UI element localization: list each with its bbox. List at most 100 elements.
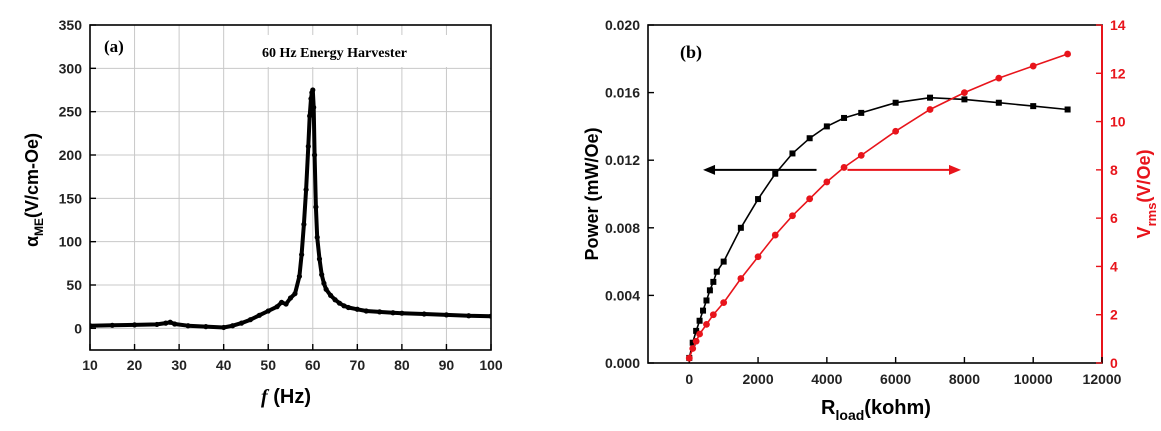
- panel-a-data-point: [90, 323, 93, 329]
- panel-a-data-point: [305, 143, 311, 149]
- panel-a-data-point: [313, 204, 319, 210]
- panel-a-data-point: [109, 322, 115, 328]
- panel-a-data-point: [274, 304, 280, 310]
- panel-a-data-point: [314, 234, 320, 240]
- panel-a-x-tick-label: 100: [479, 357, 503, 373]
- panel-b-left-y-tick-label: 0.000: [605, 355, 640, 371]
- panel-a-data-point: [256, 312, 262, 318]
- panel-b-right-y-tick-label: 8: [1110, 162, 1118, 178]
- panel-a-annotation: 60 Hz Energy Harvester: [262, 46, 407, 61]
- vrms-data-point: [754, 253, 762, 261]
- panel-a-data-point: [443, 312, 450, 318]
- panel-b-x-tick-label: 4000: [811, 371, 842, 387]
- left-arrow-head: [703, 164, 716, 175]
- panel-a-data-point: [303, 187, 309, 193]
- panel-a-y-label-subscript: ME: [32, 218, 46, 236]
- vrms-data-point: [1064, 50, 1072, 58]
- panel-a-data-point: [311, 152, 318, 158]
- panel-a-x-axis-label: f (Hz): [261, 386, 311, 408]
- annotation-backdrop: [246, 35, 474, 67]
- panel-a-y-tick-label: 200: [59, 147, 83, 163]
- panel-a-data-point: [172, 321, 178, 327]
- panel-a-x-label-unit: (Hz): [268, 386, 311, 408]
- panel-a-points: [90, 87, 491, 331]
- panel-a-y-ticks: 0 50 100 150 200 250 300 350: [59, 17, 96, 336]
- panel-a-x-label-symbol: f: [261, 386, 270, 408]
- power-data-point: [710, 278, 717, 285]
- panel-a-y-tick-label: 0: [74, 320, 82, 336]
- panel-b-series: [685, 50, 1072, 362]
- panel-b-right-y-tick-label: 6: [1110, 210, 1118, 226]
- panel-a-x-tick-label: 70: [350, 357, 366, 373]
- panel-a-data-point: [221, 324, 227, 331]
- panel-b-right-y-axis-label: Vrms(V/Oe): [1134, 150, 1159, 239]
- panel-b-x-tick-label: 0: [685, 371, 693, 387]
- power-data-point: [858, 109, 865, 116]
- panel-b-left-y-tick-label: 0.020: [605, 17, 640, 33]
- panel-b-right-y-tick-label: 14: [1110, 17, 1126, 33]
- panel-a-data-point: [308, 96, 314, 102]
- panel-a-data-point: [363, 308, 369, 314]
- panel-b-right-y-tick-label: 2: [1110, 307, 1118, 323]
- panel-a-data-point: [203, 324, 209, 330]
- power-data-point: [693, 327, 700, 334]
- panel-b-right-y-label-symbol: V: [1134, 226, 1154, 238]
- vrms-data-point: [720, 299, 728, 307]
- panel-b-right-y-label-subscript: rms: [1144, 203, 1159, 227]
- panel-a-data-point: [311, 104, 317, 110]
- panel-b-x-tick-label: 8000: [949, 371, 980, 387]
- power-data-point: [823, 123, 830, 130]
- vrms-data-point: [1029, 62, 1037, 70]
- vrms-data-point: [703, 320, 710, 328]
- vrms-data-point: [806, 195, 814, 203]
- vrms-data-point: [771, 231, 779, 239]
- power-data-point: [806, 135, 813, 142]
- power-data-point: [737, 224, 744, 231]
- panel-b-right-y-label-unit: (V/Oe): [1134, 150, 1154, 203]
- panel-a-x-tick-label: 40: [216, 357, 232, 373]
- panel-a-data-point: [238, 320, 245, 326]
- panel-b-left-y-ticks: 0.000 0.004 0.008 0.012 0.016 0.020: [605, 17, 654, 371]
- panel-a-data-point: [488, 313, 491, 319]
- panel-a-data-point: [229, 323, 236, 329]
- panel-a-data-trace: [90, 88, 491, 330]
- vrms-data-point: [926, 106, 934, 113]
- vrms-series-line: [688, 53, 1068, 359]
- panel-a-data-point: [247, 317, 253, 323]
- right-arrow-head: [948, 164, 961, 175]
- power-data-point: [995, 99, 1002, 106]
- panel-b-right-y-tick-label: 12: [1110, 65, 1126, 81]
- vrms-data-point: [840, 164, 848, 171]
- power-data-point: [689, 339, 696, 346]
- panel-b-left-y-tick-label: 0.008: [605, 220, 640, 236]
- panel-a: 10 20 30 40 50 60 70 80 90 100 0 50 100 150 200 250 300…: [22, 17, 503, 408]
- power-data-point: [1064, 106, 1071, 113]
- panel-b-right-y-tick-label: 4: [1110, 258, 1118, 274]
- power-data-point: [841, 114, 848, 121]
- power-data-point: [713, 268, 720, 275]
- panel-a-data-point: [354, 306, 360, 312]
- panel-b-left-y-axis-label: Power (mW/Oe): [582, 127, 602, 260]
- panel-a-data-point: [390, 310, 396, 316]
- vrms-data-point: [709, 311, 717, 319]
- vrms-data-point: [737, 275, 745, 282]
- panel-a-y-tick-label: 250: [59, 104, 83, 120]
- panel-a-x-ticks: 10 20 30 40 50 60 70 80 90 100: [82, 344, 503, 373]
- power-series-line: [688, 96, 1068, 359]
- power-data-point: [772, 170, 779, 177]
- panel-a-data-point: [301, 221, 307, 227]
- panel-a-y-tick-label: 300: [59, 60, 83, 76]
- panel-b-x-ticks: 0 2000 4000 6000 8000 10000 12000: [685, 357, 1122, 387]
- panel-a-data-point: [299, 252, 305, 258]
- panel-a-data-point: [283, 301, 289, 307]
- panel-a-data-point: [307, 113, 313, 119]
- power-data-point: [789, 150, 796, 157]
- panel-a-data-point: [316, 256, 323, 262]
- panel-a-y-axis-label: αME(V/cm-Oe): [22, 133, 46, 247]
- panel-a-data-point: [185, 323, 191, 329]
- panel-a-data-point: [167, 319, 173, 325]
- panel-a-y-tick-label: 100: [59, 234, 83, 250]
- power-data-point: [961, 96, 968, 103]
- panel-a-data-point: [278, 299, 285, 305]
